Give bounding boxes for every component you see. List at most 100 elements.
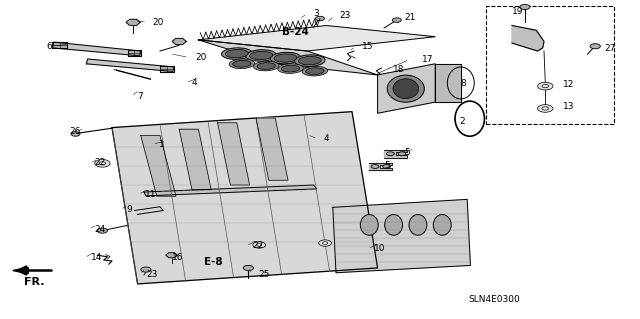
Ellipse shape [360, 215, 378, 235]
Text: 6: 6 [46, 42, 52, 51]
Polygon shape [333, 199, 470, 273]
Circle shape [590, 44, 600, 49]
Text: 22: 22 [252, 241, 264, 250]
Polygon shape [179, 129, 211, 190]
Polygon shape [435, 64, 461, 102]
Text: 2: 2 [460, 117, 465, 126]
Text: 21: 21 [404, 13, 416, 22]
Ellipse shape [95, 160, 110, 167]
Polygon shape [134, 207, 163, 214]
Circle shape [383, 165, 390, 168]
Text: 3: 3 [314, 9, 319, 18]
Circle shape [392, 18, 401, 22]
Text: 26: 26 [69, 127, 81, 136]
Text: SLN4E0300: SLN4E0300 [468, 295, 520, 304]
Polygon shape [86, 59, 174, 71]
Text: 5: 5 [384, 161, 390, 170]
Ellipse shape [302, 66, 328, 76]
Text: FR.: FR. [24, 277, 45, 287]
Ellipse shape [274, 54, 297, 62]
Polygon shape [52, 42, 67, 48]
Polygon shape [128, 50, 141, 56]
Text: 24: 24 [95, 225, 106, 234]
Ellipse shape [409, 215, 427, 235]
Polygon shape [160, 66, 174, 72]
Text: 15: 15 [362, 42, 373, 51]
Text: 18: 18 [393, 65, 404, 74]
Polygon shape [378, 64, 435, 113]
Circle shape [243, 265, 253, 271]
Ellipse shape [225, 49, 248, 58]
Text: 7: 7 [138, 92, 143, 101]
Ellipse shape [538, 82, 553, 90]
Ellipse shape [298, 56, 321, 65]
Text: 20: 20 [195, 53, 207, 62]
Text: 14: 14 [91, 253, 102, 262]
Ellipse shape [253, 61, 279, 71]
Polygon shape [198, 26, 435, 51]
Ellipse shape [306, 68, 324, 75]
Text: 16: 16 [172, 253, 183, 262]
Text: 9: 9 [127, 205, 132, 214]
Ellipse shape [542, 107, 548, 110]
Text: 1: 1 [159, 140, 164, 149]
Polygon shape [218, 123, 250, 185]
Ellipse shape [257, 63, 275, 70]
Text: 23: 23 [146, 270, 157, 279]
Circle shape [141, 267, 151, 272]
Polygon shape [52, 42, 141, 56]
Polygon shape [256, 118, 288, 180]
Polygon shape [369, 163, 392, 170]
Circle shape [387, 152, 394, 156]
Text: 8: 8 [461, 79, 467, 88]
Circle shape [71, 132, 80, 136]
Ellipse shape [253, 242, 266, 248]
Ellipse shape [387, 75, 424, 102]
Text: E-8: E-8 [204, 257, 222, 267]
Text: 27: 27 [604, 44, 616, 53]
Text: 10: 10 [374, 244, 385, 253]
Polygon shape [144, 185, 317, 196]
Circle shape [520, 4, 530, 10]
Text: 11: 11 [145, 190, 156, 199]
Circle shape [97, 228, 108, 233]
Ellipse shape [229, 59, 255, 69]
Ellipse shape [246, 50, 276, 61]
Polygon shape [166, 253, 177, 258]
Text: 19: 19 [512, 7, 524, 16]
Ellipse shape [282, 65, 300, 72]
Polygon shape [13, 267, 28, 274]
Polygon shape [126, 19, 140, 26]
Text: B-24: B-24 [282, 27, 308, 37]
Ellipse shape [538, 105, 553, 112]
Ellipse shape [433, 215, 451, 235]
Ellipse shape [542, 85, 548, 88]
Text: 22: 22 [95, 158, 106, 167]
Text: 4: 4 [324, 134, 330, 143]
Text: 13: 13 [563, 102, 575, 111]
Polygon shape [384, 150, 407, 158]
Polygon shape [172, 38, 186, 45]
Ellipse shape [393, 79, 419, 99]
Ellipse shape [257, 244, 262, 246]
Ellipse shape [278, 64, 303, 73]
Ellipse shape [323, 242, 328, 244]
Ellipse shape [270, 52, 301, 64]
Text: 17: 17 [422, 55, 434, 63]
Ellipse shape [294, 55, 325, 66]
Circle shape [371, 165, 379, 168]
Circle shape [316, 16, 324, 21]
Polygon shape [198, 40, 378, 75]
Text: 5: 5 [404, 148, 410, 157]
Text: 4: 4 [192, 78, 198, 87]
Ellipse shape [319, 240, 332, 246]
Text: 23: 23 [339, 11, 351, 20]
Polygon shape [112, 112, 378, 284]
Ellipse shape [385, 215, 403, 235]
Text: 25: 25 [259, 270, 270, 279]
Polygon shape [512, 26, 544, 51]
Ellipse shape [99, 162, 106, 165]
Text: 20: 20 [152, 18, 164, 27]
Ellipse shape [233, 60, 251, 67]
Text: 12: 12 [563, 80, 575, 89]
